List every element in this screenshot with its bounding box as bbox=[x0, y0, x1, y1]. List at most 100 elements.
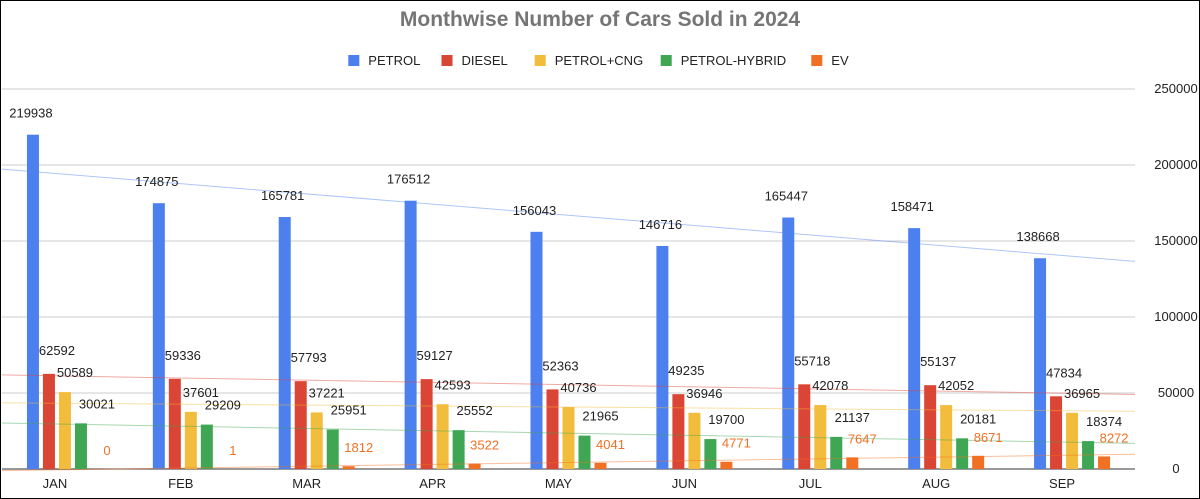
trendline-petrol-cng bbox=[1, 402, 1136, 412]
trendline-petrol-hybrid bbox=[1, 422, 1136, 444]
bar-ev-jun bbox=[720, 461, 733, 469]
data-label: 21965 bbox=[582, 409, 618, 424]
bar-petrol-cng-aug bbox=[940, 405, 953, 469]
data-label: 176512 bbox=[387, 172, 430, 187]
bar-ev-may bbox=[594, 462, 607, 469]
legend: PETROL DIESEL PETROL+CNG PETROL-HYBRID EV bbox=[348, 53, 849, 68]
bar-petrol-hybrid-jun bbox=[704, 439, 717, 469]
y-tick-label: 0 bbox=[1172, 461, 1179, 476]
x-tick-label: FEB bbox=[168, 476, 193, 491]
bar-petrol-jun bbox=[656, 245, 669, 469]
data-label: 3522 bbox=[470, 438, 499, 453]
data-label: 0 bbox=[103, 443, 110, 458]
bar-petrol-hybrid-jul bbox=[830, 436, 843, 469]
chart-title: Monthwise Number of Cars Sold in 2024 bbox=[399, 8, 801, 31]
data-label: 36965 bbox=[1064, 386, 1100, 401]
data-label: 52363 bbox=[542, 358, 578, 373]
bar-petrol-cng-jan bbox=[58, 392, 71, 469]
bar-petrol-hybrid-aug bbox=[956, 438, 969, 469]
bar-petrol-feb bbox=[152, 203, 165, 469]
trendline-ev bbox=[1, 453, 1136, 472]
bar-ev-aug bbox=[972, 455, 985, 469]
bar-petrol-jan bbox=[26, 134, 39, 469]
bar-petrol-cng-apr bbox=[436, 404, 449, 469]
data-label: 59336 bbox=[165, 348, 201, 363]
legend-label: PETROL-HYBRID bbox=[681, 53, 786, 68]
x-tick-label: MAY bbox=[545, 476, 573, 491]
x-tick-label: APR bbox=[419, 476, 446, 491]
data-label: 8671 bbox=[974, 430, 1003, 445]
data-label: 4771 bbox=[722, 436, 751, 451]
legend-swatch bbox=[534, 55, 546, 66]
bar-petrol-aug bbox=[908, 228, 921, 469]
y-axis-ticks: 0 50000 100000 150000 200000 250000 bbox=[1154, 81, 1197, 476]
bar-petrol-cng-may bbox=[562, 407, 575, 469]
data-label: 55137 bbox=[920, 354, 956, 369]
bar-petrol-hybrid-jan bbox=[74, 423, 87, 469]
data-label: 50589 bbox=[57, 365, 93, 380]
data-label: 20181 bbox=[960, 411, 996, 426]
data-label: 158471 bbox=[890, 199, 933, 214]
data-label: 47834 bbox=[1046, 365, 1082, 380]
data-label: 42593 bbox=[435, 377, 471, 392]
data-label: 146716 bbox=[639, 217, 682, 232]
bar-diesel-jun bbox=[672, 394, 685, 469]
data-label: 1 bbox=[229, 443, 236, 458]
x-tick-label: MAR bbox=[292, 476, 321, 491]
bar-diesel-feb bbox=[168, 378, 181, 469]
data-label: 30021 bbox=[79, 396, 115, 411]
data-label: 21137 bbox=[835, 410, 870, 425]
data-label: 37221 bbox=[309, 385, 345, 400]
legend-label: DIESEL bbox=[462, 53, 508, 68]
data-label: 174875 bbox=[135, 174, 178, 189]
x-tick-label: JUN bbox=[672, 476, 697, 491]
x-tick-label: JAN bbox=[43, 476, 68, 491]
data-label: 42052 bbox=[938, 378, 974, 393]
bar-ev-apr bbox=[468, 463, 481, 469]
data-label: 57793 bbox=[291, 350, 327, 365]
bar-diesel-jul bbox=[798, 384, 811, 469]
trendlines bbox=[1, 168, 1136, 472]
bar-diesel-mar bbox=[294, 381, 307, 469]
bar-diesel-jan bbox=[42, 373, 55, 469]
bar-petrol-hybrid-mar bbox=[326, 429, 339, 469]
data-label: 25951 bbox=[331, 403, 367, 418]
bar-diesel-may bbox=[546, 389, 559, 469]
bar-ev-mar bbox=[342, 466, 355, 469]
bar-ev-sep bbox=[1098, 456, 1111, 469]
bar-petrol-sep bbox=[1034, 258, 1047, 469]
legend-swatch bbox=[660, 55, 672, 66]
data-label: 19700 bbox=[708, 412, 744, 427]
x-axis-ticks: JAN FEB MAR APR MAY JUN JUL AUG SEP bbox=[43, 476, 1075, 491]
data-label: 138668 bbox=[1016, 229, 1059, 244]
x-tick-label: AUG bbox=[922, 476, 950, 491]
y-tick-label: 250000 bbox=[1154, 81, 1197, 96]
data-label: 7647 bbox=[848, 431, 877, 446]
data-label: 156043 bbox=[513, 203, 556, 218]
data-label: 219938 bbox=[9, 106, 52, 121]
bar-petrol-hybrid-apr bbox=[452, 430, 465, 469]
data-label: 59127 bbox=[417, 348, 453, 363]
bar-petrol-jul bbox=[782, 217, 795, 469]
bar-petrol-hybrid-may bbox=[578, 435, 591, 469]
data-label: 165447 bbox=[765, 189, 808, 204]
data-label: 29209 bbox=[205, 398, 241, 413]
bar-diesel-aug bbox=[924, 385, 937, 469]
data-label: 4041 bbox=[596, 437, 625, 452]
bar-petrol-hybrid-sep bbox=[1082, 441, 1095, 469]
bar-petrol-cng-jun bbox=[688, 412, 701, 469]
data-label: 55718 bbox=[794, 353, 830, 368]
data-label: 1812 bbox=[344, 440, 373, 455]
data-label: 49235 bbox=[668, 363, 704, 378]
y-tick-label: 100000 bbox=[1154, 309, 1197, 324]
bar-petrol-may bbox=[530, 231, 543, 469]
data-label: 36946 bbox=[686, 386, 722, 401]
trendline-diesel bbox=[1, 374, 1136, 395]
bar-diesel-sep bbox=[1050, 396, 1063, 469]
bar-ev-jul bbox=[846, 457, 859, 469]
legend-label: EV bbox=[831, 53, 849, 68]
y-tick-label: 200000 bbox=[1154, 157, 1197, 172]
bars bbox=[26, 134, 1111, 469]
